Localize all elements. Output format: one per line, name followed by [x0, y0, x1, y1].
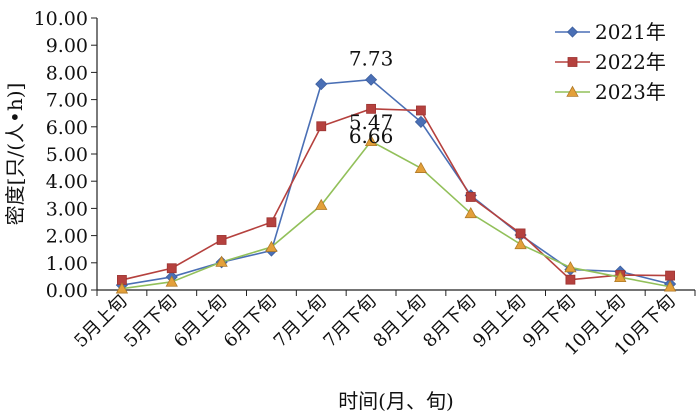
- y-tick-label: 10.00: [34, 8, 88, 30]
- y-tick-label: 5.00: [46, 144, 88, 166]
- data-point: [416, 105, 426, 116]
- x-tick-label: 5月下旬: [120, 291, 181, 352]
- data-point: [565, 274, 576, 285]
- y-tick-label: 6.00: [46, 117, 88, 139]
- data-point: [165, 275, 178, 287]
- data-point: [315, 78, 328, 91]
- x-tick-label: 8月下旬: [419, 291, 480, 352]
- legend-label: 2022年: [595, 50, 666, 74]
- legend-label: 2021年: [595, 20, 666, 44]
- data-point: [465, 192, 476, 202]
- data-point: [614, 270, 627, 283]
- x-axis-title: 时间(月、旬): [338, 389, 454, 413]
- y-tick-label: 1.00: [46, 253, 88, 275]
- data-point: [266, 217, 277, 228]
- y-tick-label: 9.00: [46, 35, 88, 57]
- data-point: [216, 235, 227, 245]
- data-point: [464, 206, 477, 219]
- y-tick-label: 7.00: [46, 90, 88, 112]
- legend-marker: [566, 85, 579, 97]
- data-point: [115, 282, 129, 294]
- legend-marker: [566, 26, 579, 38]
- data-label: 5.47: [349, 110, 394, 134]
- x-tick-label: 9月上旬: [469, 291, 530, 352]
- data-point: [665, 270, 675, 281]
- y-tick-label: 2.00: [46, 226, 88, 248]
- data-point: [414, 115, 427, 128]
- x-tick-label: 8月上旬: [369, 291, 430, 352]
- legend-label: 2023年: [595, 80, 666, 104]
- y-tick-label: 4.00: [46, 171, 88, 193]
- data-point: [166, 263, 177, 274]
- legend-marker: [567, 57, 578, 67]
- data-point: [515, 228, 526, 239]
- data-point: [265, 240, 278, 252]
- y-tick-label: 0.00: [46, 280, 88, 302]
- data-point: [514, 237, 527, 250]
- y-axis-title: 密度[只/(人•h)]: [3, 83, 27, 226]
- data-point: [365, 73, 378, 86]
- data-point: [663, 280, 677, 292]
- data-point: [215, 255, 228, 267]
- x-tick-label: 6月上旬: [170, 291, 231, 352]
- data-point: [316, 121, 327, 132]
- x-tick-label: 7月上旬: [270, 291, 331, 352]
- data-label: 7.73: [349, 47, 394, 71]
- x-tick-label: 7月下旬: [319, 291, 380, 352]
- series-line-2: [121, 108, 671, 281]
- x-tick-label: 6月下旬: [220, 291, 281, 352]
- series-line-1: [121, 78, 671, 286]
- y-tick-label: 3.00: [46, 198, 88, 220]
- data-point: [564, 261, 577, 273]
- data-point: [315, 198, 328, 210]
- data-point: [414, 161, 428, 173]
- data-point: [366, 103, 376, 114]
- data-point: [364, 134, 378, 147]
- series-line-3: [121, 140, 671, 290]
- data-label: 6.66: [349, 124, 394, 148]
- y-tick-label: 8.00: [46, 62, 88, 84]
